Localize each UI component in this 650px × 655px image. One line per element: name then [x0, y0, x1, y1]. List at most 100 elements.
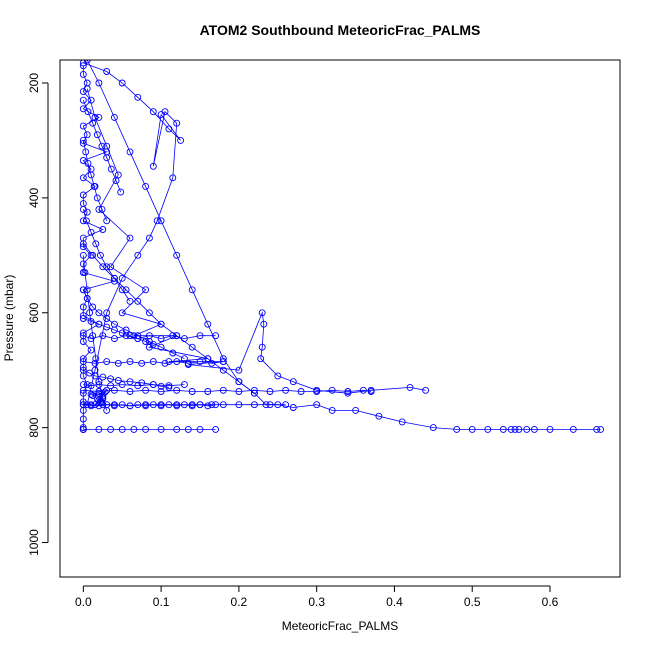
data-point [196, 332, 204, 340]
data-point [546, 425, 554, 433]
data-point [95, 79, 103, 87]
data-point [235, 366, 243, 374]
data-point [204, 388, 212, 395]
data-point [344, 388, 352, 395]
data-point [165, 401, 173, 409]
data-point [107, 425, 115, 433]
data-point [375, 412, 383, 420]
data-point [114, 171, 122, 179]
series-13 [79, 136, 111, 225]
data-point [177, 136, 185, 144]
data-point [87, 401, 95, 409]
data-point [149, 381, 157, 389]
data-point [92, 240, 100, 248]
data-point [79, 332, 87, 340]
data-point [110, 402, 118, 410]
data-point [79, 424, 87, 432]
data-point [103, 217, 111, 225]
data-point [103, 142, 111, 150]
data-point [196, 425, 204, 433]
data-point [282, 401, 290, 409]
data-point [126, 378, 134, 386]
data-point [142, 182, 150, 190]
series-line [86, 88, 426, 394]
data-point [79, 358, 87, 366]
data-point [95, 309, 103, 317]
data-point [82, 217, 90, 225]
data-point [515, 425, 523, 433]
data-point [89, 119, 97, 127]
data-point [107, 375, 115, 383]
data-point [118, 425, 126, 433]
data-point [134, 251, 142, 259]
data-point [212, 401, 220, 409]
data-point [219, 401, 227, 409]
series-line [86, 60, 601, 430]
data-point [107, 165, 115, 173]
y-tick-label: 800 [27, 417, 41, 437]
data-point [149, 340, 157, 348]
data-point [112, 177, 120, 185]
data-point [89, 303, 97, 311]
data-point [212, 332, 220, 340]
data-point [289, 404, 297, 411]
data-point [142, 286, 150, 294]
data-point [157, 402, 165, 410]
data-point [87, 317, 95, 325]
data-point [95, 113, 103, 121]
x-tick-label: 0.1 [153, 595, 170, 609]
data-point [79, 401, 87, 409]
data-point [90, 182, 98, 190]
data-point [118, 286, 126, 294]
data-point [138, 359, 146, 367]
data-point [79, 286, 87, 294]
data-point [149, 108, 157, 116]
data-point [87, 390, 95, 398]
series-line [82, 65, 116, 430]
data-point [126, 148, 134, 156]
data-point [87, 346, 95, 354]
data-point [161, 359, 169, 367]
y-tick-label: 1000 [27, 529, 41, 556]
data-point [84, 159, 92, 167]
data-point [173, 402, 181, 410]
data-point [79, 139, 87, 147]
data-point [110, 113, 118, 121]
data-point [79, 251, 87, 259]
data-point [359, 386, 367, 394]
data-point [161, 108, 169, 116]
data-point [118, 329, 126, 337]
series-line [82, 209, 131, 302]
data-point [523, 425, 531, 433]
data-point [157, 388, 165, 395]
x-tick-label: 0.5 [464, 595, 481, 609]
data-point [87, 171, 95, 179]
data-point [184, 425, 192, 433]
data-point [91, 359, 99, 367]
data-point [142, 425, 150, 433]
data-point [118, 79, 126, 87]
data-point [188, 402, 196, 410]
x-tick-label: 0.6 [542, 595, 559, 609]
data-point [83, 131, 91, 139]
data-point [569, 425, 577, 433]
data-point [99, 226, 107, 233]
series-5 [79, 425, 220, 433]
data-point [126, 297, 134, 305]
data-point [79, 240, 87, 248]
data-point [126, 402, 134, 410]
data-point [453, 425, 461, 433]
data-point [79, 260, 87, 268]
series-19 [79, 401, 220, 410]
data-point [196, 401, 204, 409]
data-point [169, 349, 177, 357]
series-line [83, 62, 181, 405]
data-point [157, 217, 165, 225]
data-point [87, 228, 95, 236]
data-point [103, 263, 111, 271]
series-line [82, 140, 108, 221]
data-point [328, 386, 336, 394]
data-point [499, 425, 507, 433]
data-point [153, 217, 161, 225]
